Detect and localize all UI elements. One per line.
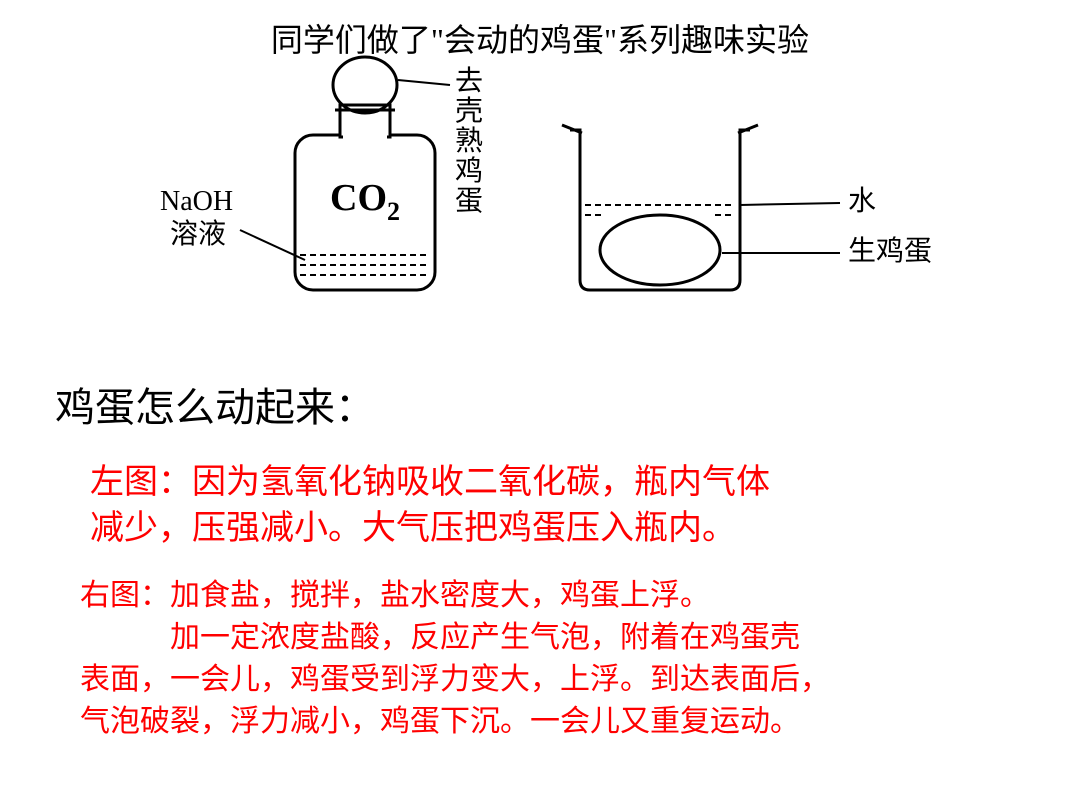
experiment-diagram: NaOH 溶液 CO2 去 壳 熟 鸡 蛋 — [130, 55, 950, 315]
answer-right-line1: 右图：加食盐，搅拌，盐水密度大，鸡蛋上浮。 — [80, 579, 710, 612]
peeled-egg-label-1: 去 — [455, 65, 483, 97]
answer-right-line4: 气泡破裂，浮力减小，鸡蛋下沉。一会儿又重复运动。 — [80, 705, 800, 738]
solution-label: 溶液 — [170, 218, 226, 250]
raw-egg-label: 生鸡蛋 — [848, 235, 932, 267]
answer-right: 右图：加食盐，搅拌，盐水密度大，鸡蛋上浮。 加一定浓度盐酸，反应产生气泡，附着在… — [80, 575, 1050, 743]
answer-right-line3: 表面，一会儿，鸡蛋受到浮力变大，上浮。到达表面后， — [80, 663, 830, 696]
peeled-egg-label-2: 壳 — [455, 95, 483, 127]
peeled-egg-label-4: 鸡 — [455, 155, 483, 187]
question-heading: 鸡蛋怎么动起来： — [55, 375, 375, 433]
answer-right-line2: 加一定浓度盐酸，反应产生气泡，附着在鸡蛋壳 — [80, 621, 800, 654]
naoh-label: NaOH — [160, 186, 233, 217]
left-apparatus: NaOH 溶液 CO2 去 壳 熟 鸡 蛋 — [160, 57, 483, 290]
answer-left: 左图：因为氢氧化钠吸收二氧化碳，瓶内气体 减少，压强减小。大气压把鸡蛋压入瓶内。 — [90, 460, 1020, 552]
answer-left-line1: 左图：因为氢氧化钠吸收二氧化碳，瓶内气体 — [90, 464, 770, 501]
co2-label: CO2 — [330, 177, 400, 226]
right-apparatus: 水 生鸡蛋 — [562, 125, 932, 290]
peeled-egg-label-3: 熟 — [455, 125, 483, 157]
water-label: 水 — [848, 185, 876, 217]
answer-left-line2: 减少，压强减小。大气压把鸡蛋压入瓶内。 — [90, 510, 736, 547]
peeled-egg-label-5: 蛋 — [455, 186, 483, 217]
